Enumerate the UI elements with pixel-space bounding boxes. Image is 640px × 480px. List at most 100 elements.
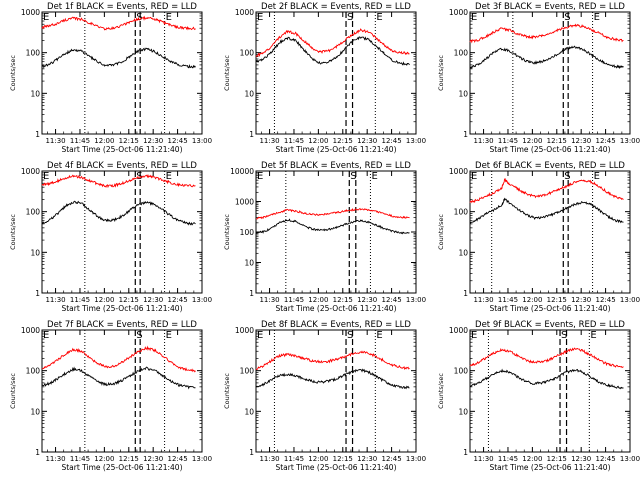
x-tick-label: 11:30: [45, 296, 65, 304]
x-tick-label: 13:00: [406, 296, 426, 304]
y-axis-label: Counts/sec: [437, 55, 445, 91]
x-tick-label: 13:00: [620, 455, 640, 463]
y-tick-label: 1: [249, 289, 254, 298]
y-tick-label: 100: [240, 228, 255, 237]
y-axis-label: Counts/sec: [437, 373, 445, 409]
marker-label: S: [564, 171, 570, 182]
plot-frame: [255, 11, 417, 135]
x-tick-label: 12:30: [571, 455, 591, 463]
x-tick-label: 12:00: [308, 455, 328, 463]
x-tick-label: 11:45: [284, 137, 304, 145]
marker-label: E: [43, 330, 49, 341]
y-tick-label: 10: [458, 248, 468, 257]
x-axis-label: Start Time (25-Oct-06 11:21:40): [61, 304, 182, 313]
plot-frame: [41, 329, 203, 453]
x-tick-label: 11:45: [70, 455, 90, 463]
plot-frame: [255, 170, 417, 294]
events-series-line: [255, 218, 410, 235]
x-tick-label: 11:30: [45, 137, 65, 145]
chart-title: Det 1f BLACK = Events, RED = LLD: [47, 2, 197, 12]
plot-frame: [469, 329, 631, 453]
x-tick-label: 13:00: [192, 137, 212, 145]
marker-label: E: [590, 330, 596, 341]
chart-panel-4: Det 4f BLACK = Events, RED = LLD 1 10 100 10…: [9, 161, 212, 313]
y-axis-label: Counts/sec: [437, 214, 445, 250]
x-tick-label: 11:30: [259, 296, 279, 304]
plot-frame: [469, 11, 631, 135]
y-tick-label: 1: [35, 130, 40, 139]
marker-label: E: [594, 171, 600, 182]
x-tick-label: 13:00: [620, 296, 640, 304]
x-axis-label: Start Time (25-Oct-06 11:21:40): [61, 463, 182, 472]
y-tick-label: 100: [454, 367, 469, 376]
x-tick-label: 12:45: [167, 455, 187, 463]
marker-label: S: [136, 330, 142, 341]
chart-panel-7: Det 7f BLACK = Events, RED = LLD 1 10 100 10…: [9, 320, 212, 472]
chart-title: Det 3f BLACK = Events, RED = LLD: [475, 2, 625, 12]
y-tick-label: 10: [458, 89, 468, 98]
y-tick-label: 100: [26, 208, 41, 217]
marker-label: E: [166, 171, 172, 182]
y-tick-label: 1000: [449, 8, 468, 17]
y-tick-label: 10: [244, 259, 254, 268]
x-tick-label: 12:45: [381, 137, 401, 145]
marker-label: S: [136, 171, 142, 182]
x-tick-label: 12:00: [308, 296, 328, 304]
lld-series-line: [255, 350, 410, 371]
x-tick-label: 12:00: [94, 296, 114, 304]
x-tick-label: 12:00: [94, 137, 114, 145]
x-tick-label: 12:30: [357, 296, 377, 304]
events-series-line: [255, 36, 410, 66]
x-tick-label: 12:15: [119, 137, 139, 145]
marker-label: S: [347, 12, 353, 23]
marker-label: S: [561, 330, 567, 341]
y-tick-label: 100: [454, 208, 469, 217]
x-axis-label: Start Time (25-Oct-06 11:21:40): [275, 463, 396, 472]
chart-title: Det 7f BLACK = Events, RED = LLD: [47, 320, 197, 330]
x-axis-label: Start Time (25-Oct-06 11:21:40): [489, 304, 610, 313]
y-tick-label: 10000: [230, 167, 254, 176]
events-series-line: [469, 368, 624, 390]
events-series-line: [469, 197, 624, 224]
y-tick-label: 100: [26, 49, 41, 58]
chart-title: Det 8f BLACK = Events, RED = LLD: [261, 320, 411, 330]
lld-series-line: [41, 173, 196, 189]
x-tick-label: 11:30: [473, 296, 493, 304]
y-tick-label: 100: [240, 367, 255, 376]
x-tick-label: 12:45: [595, 296, 615, 304]
lld-series-line: [41, 345, 196, 373]
y-tick-label: 100: [240, 49, 255, 58]
x-tick-label: 13:00: [406, 455, 426, 463]
marker-label: S: [347, 330, 353, 341]
chart-panel-2: Det 2f BLACK = Events, RED = LLD 1 10 100 10…: [223, 2, 426, 154]
events-series-line: [255, 368, 410, 390]
y-tick-label: 1: [35, 289, 40, 298]
x-tick-label: 12:15: [547, 455, 567, 463]
y-tick-label: 1000: [449, 326, 468, 335]
x-axis-label: Start Time (25-Oct-06 11:21:40): [275, 304, 396, 313]
marker-label: E: [471, 171, 477, 182]
events-series-line: [41, 47, 196, 69]
x-tick-label: 11:45: [70, 296, 90, 304]
x-tick-label: 12:30: [571, 137, 591, 145]
x-tick-label: 12:30: [143, 137, 163, 145]
events-series-line: [469, 45, 624, 70]
marker-label: E: [166, 12, 172, 23]
x-tick-label: 12:45: [595, 137, 615, 145]
x-tick-label: 12:00: [522, 137, 542, 145]
lld-series-line: [255, 28, 410, 57]
y-tick-label: 1: [249, 130, 254, 139]
x-tick-label: 12:30: [571, 296, 591, 304]
x-tick-label: 11:30: [45, 455, 65, 463]
x-tick-label: 11:45: [70, 137, 90, 145]
x-tick-label: 12:00: [522, 296, 542, 304]
events-series-line: [41, 366, 196, 390]
chart-panel-1: Det 1f BLACK = Events, RED = LLD 1 10 100 10…: [9, 2, 212, 154]
marker-label: E: [257, 12, 263, 23]
x-tick-label: 12:15: [119, 455, 139, 463]
lld-series-line: [41, 15, 196, 31]
x-tick-label: 13:00: [192, 455, 212, 463]
y-axis-label: Counts/sec: [223, 373, 231, 409]
x-tick-label: 12:00: [522, 455, 542, 463]
x-tick-label: 12:30: [143, 296, 163, 304]
